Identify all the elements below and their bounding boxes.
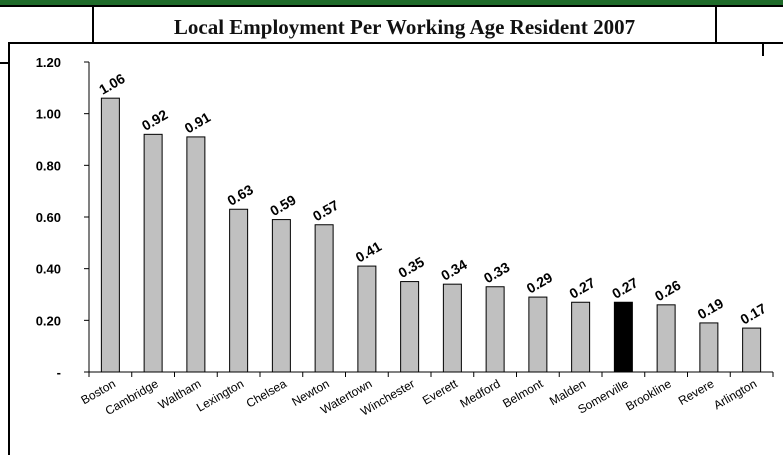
y-tick-label: 0.60 [36,210,61,225]
x-tick-label: Revere [676,376,717,408]
bar-watertown [357,265,377,373]
data-label: 0.27 [609,274,641,302]
data-label: 0.57 [310,197,342,225]
bar-winchester [400,281,420,373]
y-tick-label: - [57,365,61,380]
x-tick-label: Brookline [623,376,674,413]
bar-belmont [528,296,548,373]
bar-waltham [186,136,206,373]
bar-medford [485,286,505,373]
data-label: 0.35 [395,253,427,281]
x-tick-label: Arlington [711,376,759,412]
data-label: 0.63 [224,181,256,209]
data-label: 0.33 [481,259,513,287]
data-label: 0.59 [267,191,299,219]
header-rule [0,5,783,7]
x-tick-label: Medford [457,376,502,410]
data-label: 0.41 [353,238,385,266]
x-tick-label: Lexington [194,376,246,414]
bar-everett [442,283,462,373]
data-label: 0.34 [438,256,470,284]
data-label: 0.29 [524,269,556,297]
data-label: 0.19 [695,295,727,323]
chart-title: Local Employment Per Working Age Residen… [173,15,636,39]
bar-brookline [656,304,676,373]
x-tick-label: Everett [420,376,460,407]
data-label: 1.06 [96,70,128,98]
data-label: 0.92 [139,106,171,134]
chart-frame [8,42,783,455]
frame-tick [0,62,9,64]
x-tick-label: Chelsea [244,376,289,410]
frame-tick [762,42,764,56]
bar-newton [314,224,334,373]
bar-somerville [613,301,633,373]
y-tick-label: 1.00 [36,107,61,122]
data-label: 0.91 [182,109,214,137]
bar-boston [100,97,120,373]
y-tick-label: 0.40 [36,262,61,277]
bar-malden [571,301,591,373]
bar-cambridge [143,133,163,373]
y-tick-label: 0.20 [36,313,61,328]
bar-arlington [742,327,762,373]
bar-chelsea [271,219,291,373]
header-band [0,0,783,5]
data-label: 0.26 [652,277,684,305]
y-tick-label: 1.20 [36,55,61,70]
bar-lexington [229,208,249,373]
data-label: 0.27 [566,274,598,302]
bar-revere [699,322,719,373]
data-label: 0.17 [737,300,769,328]
y-tick-label: 0.80 [36,158,61,173]
title-box [92,6,717,43]
x-tick-label: Belmont [500,376,546,410]
